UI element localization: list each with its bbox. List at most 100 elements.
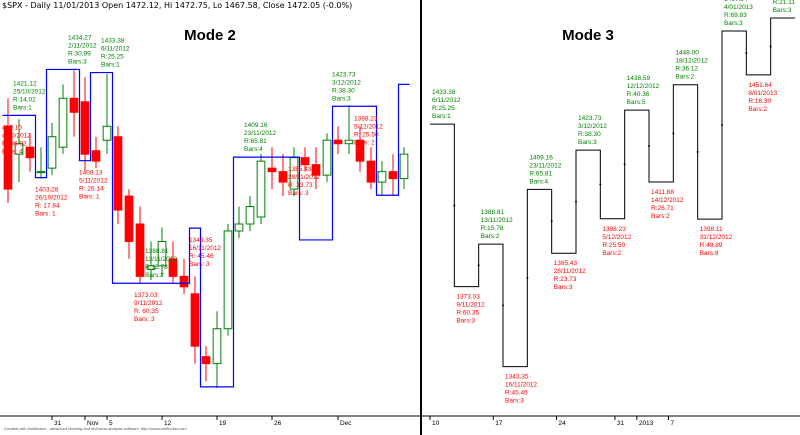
mode3-annotation-low: 14/12/2012 xyxy=(651,197,684,204)
mode2-annotation-low: R: 26.14 xyxy=(79,186,104,193)
mode2-annotation-high: R:65.81 xyxy=(244,138,267,145)
mode3-annotation-low: 9/11/2012 xyxy=(456,302,485,309)
mode3-annotation-low: 8/01/2013 xyxy=(748,90,777,97)
mode2-annotation-low: 9/11/2012 xyxy=(134,300,163,307)
candle-up xyxy=(322,139,332,176)
mode3-annotation-high: R:21.11 xyxy=(773,0,796,6)
mode3-annotation-low: 1398.23 xyxy=(602,226,626,233)
mode3-step-dot xyxy=(477,264,480,267)
mode3-annotation-high: Bars:1 xyxy=(432,113,451,120)
candle-down xyxy=(300,157,310,166)
candle-up xyxy=(102,125,112,141)
mode2-annotation-low: Bars: 3 xyxy=(288,190,309,197)
candle-up xyxy=(344,139,354,145)
mode2-annotation-high: R:25.25 xyxy=(101,54,124,61)
mode2-annotation-low: 1385.43 xyxy=(288,166,312,173)
mode2-annotation-high: R:15.78 xyxy=(145,264,168,271)
mode2-annotation-high: 1433.38 xyxy=(101,38,125,45)
mode3-step-dot xyxy=(526,276,529,279)
mode3-annotation-high: 3/12/2012 xyxy=(578,123,607,130)
candle-up xyxy=(223,230,233,330)
candle-down xyxy=(113,136,123,211)
mode2-annotation-high: R:30.99 xyxy=(68,50,91,57)
mode2-annotation-high: 1434.27 xyxy=(68,34,92,41)
mode3-annotation-high: R:25.25 xyxy=(432,105,455,112)
x-tick-label: 24 xyxy=(559,420,567,427)
mode2-annotation-low: Bars: 1 xyxy=(35,211,56,218)
mode2-annotation-low: 4/10/2012 xyxy=(2,132,31,139)
mode2-annotation-low: 5/11/2012 xyxy=(79,178,108,185)
mode3-annotation-high: 1448.00 xyxy=(675,50,699,57)
mode2-annotation-low: 407.10 xyxy=(2,124,22,131)
mode2-step-line xyxy=(2,68,410,388)
x-tick-label: 2013 xyxy=(639,420,654,427)
candle-up xyxy=(58,97,68,148)
mode2-annotation-low: Bars: 4 xyxy=(2,148,23,155)
x-tick-label: 26 xyxy=(274,420,282,427)
mode3-annotation-low: Bars:2 xyxy=(602,250,621,257)
mode3-annotation-high: Bars:2 xyxy=(481,233,500,240)
mode2-annotation-low: Bars: 3 xyxy=(189,261,210,268)
mode2-annotation-high: 25/10/2012 xyxy=(13,88,46,95)
mode3-annotation-low: R:25.50 xyxy=(602,242,625,249)
mode3-annotation-low: 1398.11 xyxy=(700,226,723,233)
mode3-annotation-low: 1451.64 xyxy=(748,82,772,89)
mode2-annotation-high: Bars:1 xyxy=(101,62,120,69)
mode3-annotation-high: Bars:2 xyxy=(675,74,694,81)
mode2-annotation-low: 1403.28 xyxy=(35,187,59,194)
mode3-annotation-high: R:65.81 xyxy=(529,170,552,177)
mode2-annotation-low: Bars: 3 xyxy=(134,316,155,323)
mode3-step-dot xyxy=(550,220,553,223)
mode2-annotation-high: 6/11/2012 xyxy=(101,46,130,53)
candle-down xyxy=(80,101,90,155)
mode3-annotation-low: 1411.88 xyxy=(651,189,674,196)
mode3-annotation-low: 1373.03 xyxy=(456,294,480,301)
mode3-annotation-low: R:60.35 xyxy=(456,310,479,317)
candle-down xyxy=(25,146,35,159)
mode3-step-dot xyxy=(502,304,504,307)
x-tick-label: Dec xyxy=(340,420,352,427)
mode2-annotation-low: 28/11/2012 xyxy=(288,174,320,181)
candle-up xyxy=(377,171,387,183)
mode2-annotation-high: 3/12/2012 xyxy=(332,79,361,86)
mode2-annotation-low: 1373.03 xyxy=(134,292,158,299)
credit-line: Created with AmiBroker - advanced charti… xyxy=(4,426,187,431)
mode3-annotation-high: 1433.38 xyxy=(432,89,456,96)
candle-down xyxy=(190,293,200,347)
candle-up xyxy=(36,171,46,174)
mode3-annotation-high: 12/12/2012 xyxy=(627,83,660,90)
mode3-annotation-low: Bars:3 xyxy=(554,284,573,291)
mode3-annotation-high: 13/11/2012 xyxy=(481,217,513,224)
candle-down xyxy=(267,167,277,173)
mode3-annotation-low: 1385.43 xyxy=(554,260,578,267)
mode3-step-dot xyxy=(623,163,626,166)
mode2-annotation-low: 26/10/2012 xyxy=(35,195,68,202)
mode3-annotation-low: R:16.30 xyxy=(748,98,771,105)
candle-down xyxy=(3,125,13,190)
mode3-annotation-high: R:36.12 xyxy=(675,66,698,73)
mode2-annotation-low: 1398.23 xyxy=(354,115,378,122)
candle-up xyxy=(234,223,244,232)
mode3-annotation-high: 6/11/2012 xyxy=(432,97,461,104)
mode2-annotation-low: R: 56.92 xyxy=(2,140,27,147)
candle-down xyxy=(355,139,365,162)
mode2-annotation-low: R: 23.73 xyxy=(288,182,313,189)
x-tick-label: 12 xyxy=(164,420,172,427)
candle-up xyxy=(256,160,266,218)
mode2-annotation-high: Bars:1 xyxy=(13,104,32,111)
x-tick-label: 31 xyxy=(617,420,625,427)
candle-down xyxy=(179,275,189,288)
mode3-annotation-low: R:26.71 xyxy=(651,205,674,212)
mode2-annotation-high: 13/11/2012 xyxy=(145,256,177,263)
x-tick-label: 7 xyxy=(670,420,674,427)
x-tick-label: Nov xyxy=(87,420,99,427)
mode3-annotation-high: Bars:3 xyxy=(578,139,597,146)
mode3-annotation-low: Bars:8 xyxy=(700,250,719,257)
mode3-annotation-high: 1409.16 xyxy=(529,154,553,161)
mode3-step-dot xyxy=(599,183,602,186)
mode3-annotation-low: 16/11/2012 xyxy=(505,382,537,389)
mode2-annotation-low: Bars: 2 xyxy=(354,139,375,146)
candle-up xyxy=(212,328,222,365)
mode3-step-line xyxy=(430,17,795,368)
mode2-annotation-high: 1409.16 xyxy=(244,122,268,129)
